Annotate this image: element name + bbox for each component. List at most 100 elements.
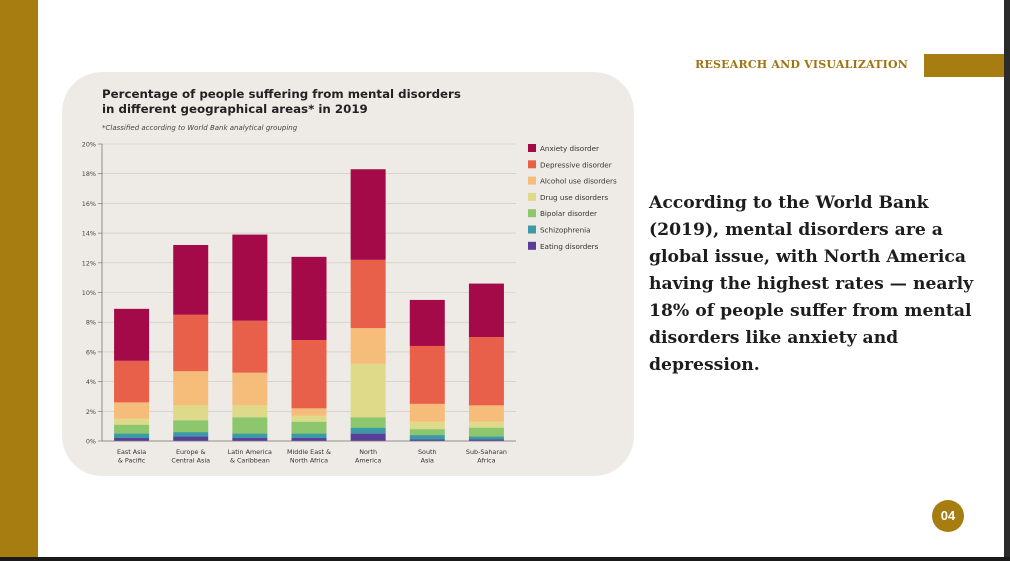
x-tick-label: Europe &	[176, 448, 206, 456]
legend-swatch	[528, 192, 536, 201]
bar-segment	[409, 429, 445, 436]
bar-segment	[114, 418, 150, 425]
bar-segment	[350, 328, 386, 364]
bar-segment	[232, 433, 268, 439]
x-tick-label: Asia	[421, 457, 434, 465]
bar-segment	[409, 345, 445, 404]
x-tick-label: Latin America	[228, 448, 272, 456]
x-tick-label: Sub-Saharan	[466, 448, 507, 456]
bar-segment	[350, 433, 386, 441]
bar-segment	[232, 438, 268, 441]
bar-segment	[173, 432, 209, 437]
bar-segment	[409, 299, 445, 346]
y-tick-label: 14%	[82, 230, 96, 238]
stacked-bar-chart: Percentage of people suffering from ment…	[82, 87, 617, 465]
x-tick-label: East Asia	[117, 448, 146, 456]
chart-title-line-1: Percentage of people suffering from ment…	[102, 87, 461, 101]
legend-swatch	[528, 176, 536, 185]
header-accent-bar	[924, 54, 1004, 77]
y-tick-label: 18%	[82, 170, 96, 178]
x-tick-label: North Africa	[290, 457, 328, 465]
bar-segment	[114, 424, 150, 434]
bar-segment	[173, 244, 209, 315]
legend-label: Depressive disorder	[540, 160, 612, 169]
y-tick-label: 4%	[86, 378, 96, 386]
bar-segment	[114, 308, 150, 361]
legend-label: Eating disorders	[540, 242, 599, 251]
y-tick-label: 0%	[86, 438, 96, 446]
bar-segment	[350, 259, 386, 329]
bar-segment	[468, 421, 504, 428]
bar-segment	[291, 256, 327, 341]
bar-segment	[114, 402, 150, 419]
bar-segment	[232, 405, 268, 418]
bar-segment	[114, 360, 150, 403]
bar-segment	[468, 427, 504, 437]
bar-segment	[291, 421, 327, 434]
bar-segment	[468, 283, 504, 338]
bar-segment	[114, 438, 150, 441]
bar-segment	[350, 427, 386, 434]
bar-segment	[409, 421, 445, 430]
chart-subtitle: *Classified according to World Bank anal…	[102, 124, 298, 132]
x-tick-label: North	[359, 448, 377, 456]
page-number-badge: 04	[932, 500, 964, 532]
y-tick-label: 16%	[82, 200, 96, 208]
bar-segment	[291, 408, 327, 416]
chart-title-line-2: in different geographical areas* in 2019	[102, 102, 368, 116]
y-tick-label: 20%	[82, 141, 96, 149]
legend-label: Drug use disorders	[540, 193, 608, 202]
legend-swatch	[528, 144, 536, 152]
bar-segment	[468, 439, 504, 441]
bar-segment	[114, 433, 150, 439]
x-tick-label: & Pacific	[118, 457, 146, 465]
x-tick-label: Central Asia	[171, 457, 210, 465]
bar-segment	[173, 436, 209, 441]
legend-label: Bipolar disorder	[540, 209, 597, 218]
bar-segment	[350, 363, 386, 418]
x-tick-label: Africa	[477, 457, 495, 465]
x-tick-label: America	[355, 457, 381, 465]
bar-segment	[232, 320, 268, 373]
bar-segment	[409, 403, 445, 422]
bar-segment	[291, 340, 327, 409]
section-header: RESEARCH AND VISUALIZATION	[695, 58, 908, 71]
bar-segment	[173, 371, 209, 406]
bar-segment	[291, 433, 327, 439]
bar-segment	[409, 439, 445, 441]
body-paragraph: According to the World Bank (2019), ment…	[649, 193, 974, 375]
y-tick-label: 8%	[86, 319, 96, 327]
bar-segment	[409, 435, 445, 440]
bar-segment	[232, 234, 268, 321]
left-accent-bar	[0, 0, 38, 557]
legend-swatch	[528, 209, 536, 218]
bar-segment	[468, 436, 504, 440]
legend-swatch	[528, 160, 536, 169]
bar-segment	[173, 405, 209, 421]
y-tick-label: 2%	[86, 408, 96, 416]
chart-card: Percentage of people suffering from ment…	[62, 72, 634, 476]
legend-label: Alcohol use disorders	[540, 177, 617, 186]
bar-segment	[350, 417, 386, 428]
y-tick-label: 6%	[86, 348, 96, 356]
bar-segment	[173, 314, 209, 372]
legend-label: Anxiety disorder	[540, 144, 599, 153]
bar-segment	[291, 438, 327, 441]
x-tick-label: Middle East &	[287, 448, 331, 456]
bar-segment	[468, 405, 504, 422]
y-tick-label: 12%	[82, 259, 96, 267]
legend-swatch	[528, 225, 536, 234]
x-tick-label: & Caribbean	[230, 457, 270, 465]
window-bottom-edge	[0, 557, 1010, 561]
bar-segment	[232, 372, 268, 406]
bar-segment	[350, 169, 386, 260]
x-tick-label: South	[418, 448, 437, 456]
bar-segment	[468, 337, 504, 406]
y-tick-label: 10%	[82, 289, 96, 297]
legend-swatch	[528, 241, 536, 250]
bar-segment	[232, 417, 268, 434]
bar-segment	[291, 415, 327, 422]
legend-label: Schizophrenia	[540, 226, 591, 235]
bar-segment	[173, 420, 209, 433]
